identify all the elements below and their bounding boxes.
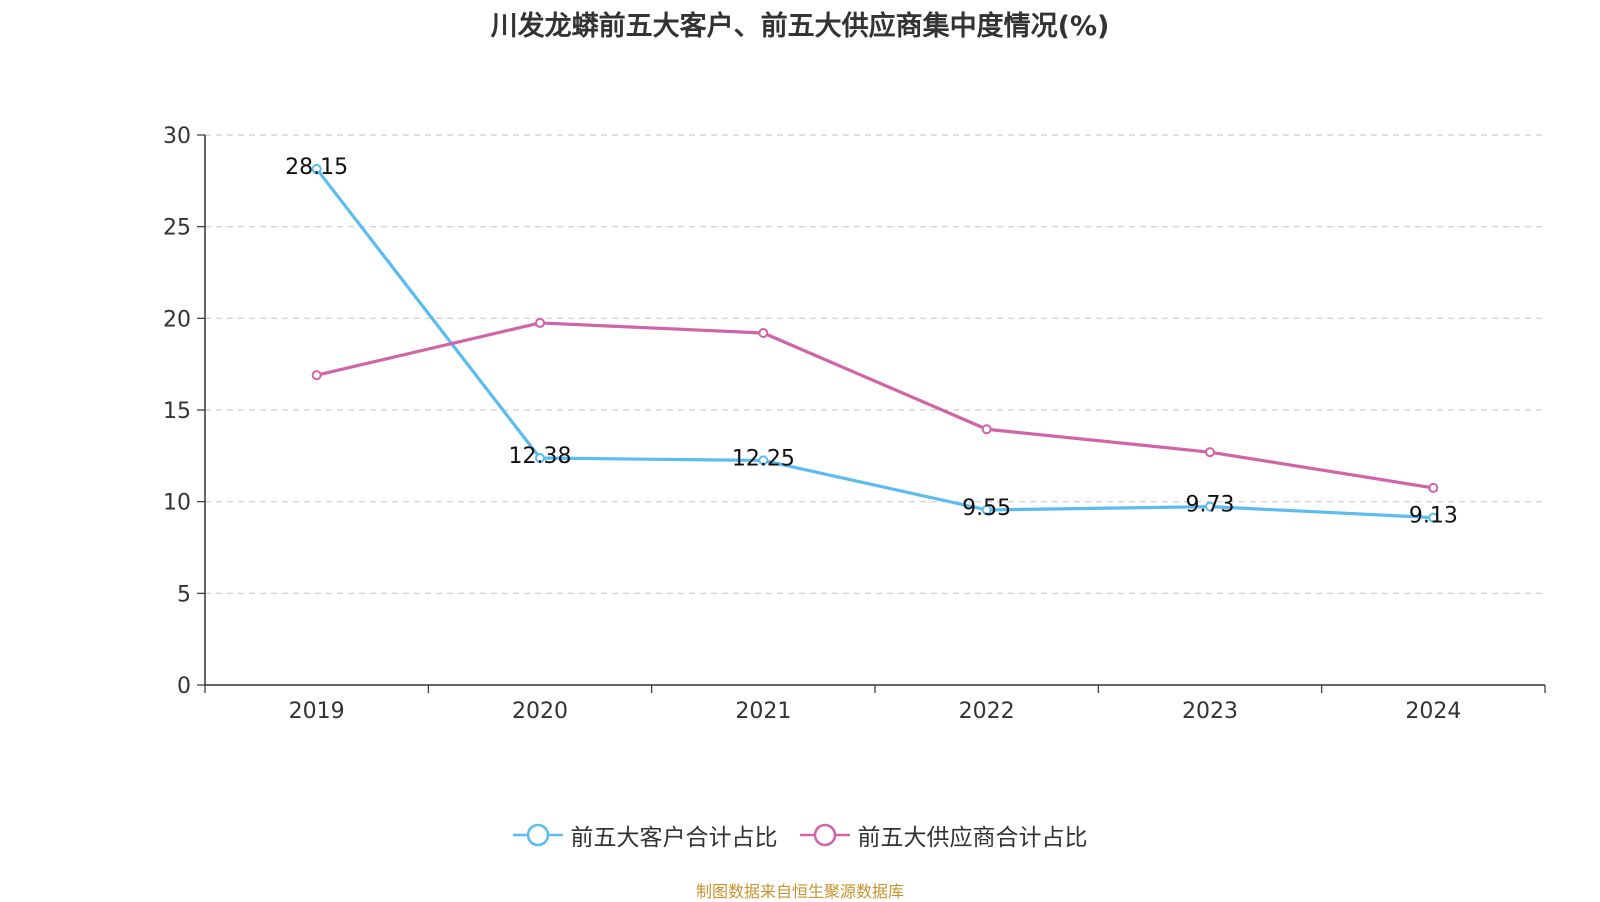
y-tick-label: 15 [163, 399, 191, 424]
x-tick-label: 2023 [1182, 699, 1238, 724]
data-point [758, 328, 769, 338]
data-point [1205, 447, 1215, 458]
data-label: 12.38 [509, 444, 572, 469]
legend-item-suppliers[interactable]: 前五大供应商合计占比 [799, 818, 1088, 852]
data-point [981, 424, 992, 435]
data-label: 9.73 [1186, 493, 1235, 518]
legend: 前五大客户合计占比 前五大供应商合计占比 [0, 818, 1600, 852]
y-tick-label: 0 [177, 674, 191, 699]
data-labels: 28.15 12.38 12.25 9.55 9.73 9.13 [285, 155, 1458, 529]
y-tick-label: 20 [163, 307, 191, 332]
x-tick-label: 2024 [1405, 699, 1461, 724]
legend-customers-icon [512, 823, 563, 847]
legend-label-suppliers: 前五大供应商合计占比 [857, 825, 1088, 851]
y-tick-label: 30 [163, 124, 191, 149]
x-tick-label: 2019 [289, 699, 345, 724]
data-point [1428, 512, 1439, 523]
legend-suppliers-icon [799, 823, 850, 847]
data-point [311, 370, 322, 381]
y-tick-label: 25 [163, 216, 191, 241]
data-point [535, 317, 545, 328]
legend-label-customers: 前五大客户合计占比 [570, 825, 778, 851]
data-point [1428, 482, 1439, 493]
series-lines [311, 163, 1439, 523]
x-tick-label: 2021 [735, 699, 791, 724]
legend-item-customers[interactable]: 前五大客户合计占比 [512, 818, 778, 852]
axes: 0 5 10 15 20 25 30 2019 2020 2021 2022 2023 2024 [163, 124, 1546, 724]
data-point [981, 504, 992, 515]
y-tick-label: 5 [177, 582, 191, 607]
data-label: 12.25 [732, 446, 795, 471]
data-label: 9.55 [962, 496, 1011, 521]
y-tick-label: 10 [163, 491, 191, 516]
x-tick-label: 2020 [512, 699, 568, 724]
series-line-0 [315, 167, 1434, 520]
chart-title: 川发龙蟒前五大客户、前五大供应商集中度情况(%) [490, 11, 1110, 42]
data-label: 9.13 [1409, 504, 1458, 529]
data-point [1205, 501, 1215, 512]
data-point [535, 453, 545, 464]
series-line-1 [316, 321, 1434, 490]
source-note: 制图数据来自恒生聚源数据库 [695, 882, 904, 901]
x-tick-label: 2022 [959, 699, 1015, 724]
data-point [311, 163, 322, 174]
data-point [758, 455, 769, 466]
data-label: 28.15 [285, 155, 348, 180]
gridlines [205, 134, 1545, 594]
